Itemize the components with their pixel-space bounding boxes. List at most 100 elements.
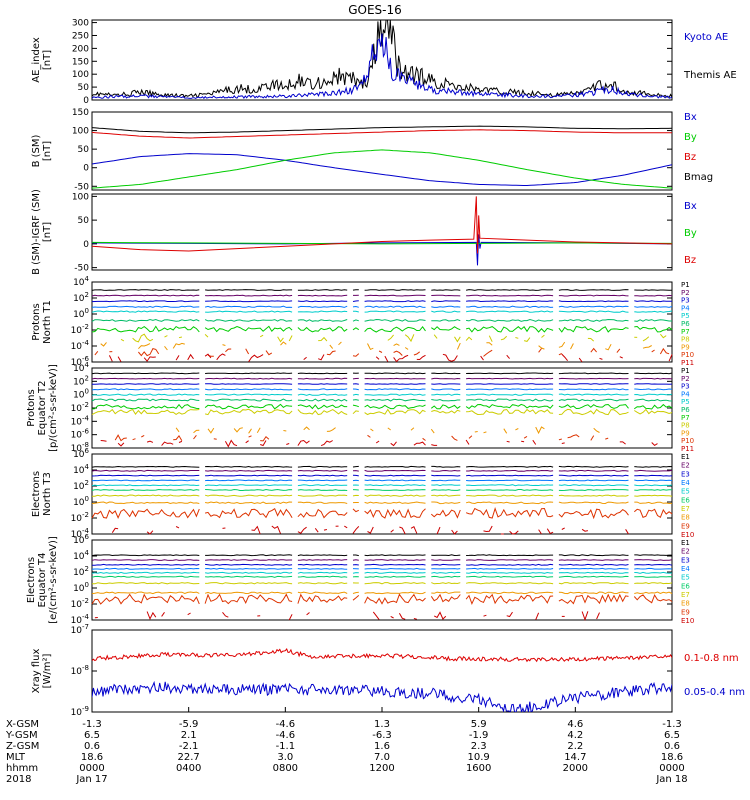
- channel-line: [616, 348, 621, 353]
- channel-line: [352, 327, 360, 331]
- channel-line: [633, 508, 673, 519]
- y-tick-label: 10-4: [71, 339, 90, 352]
- channel-line: [146, 440, 154, 443]
- channel-line: [143, 356, 156, 362]
- channel-line: [634, 377, 673, 380]
- panel-frame: [91, 193, 673, 271]
- channel-line: [326, 350, 336, 356]
- y-tick-label: 100: [72, 70, 89, 80]
- x-row-value: 2000: [563, 763, 588, 774]
- channel-line: [634, 310, 673, 313]
- y-axis-label: AE_index: [31, 37, 42, 83]
- x-row-label: Y-GSM: [5, 730, 38, 741]
- channel-line: [146, 611, 157, 621]
- x-row-value: Jan 17: [75, 774, 107, 785]
- legend-entry: By: [684, 132, 697, 143]
- legend-entry: P4: [681, 390, 690, 398]
- channel-line: [500, 335, 508, 341]
- channel-line: [393, 354, 409, 363]
- channel-line: [634, 388, 673, 391]
- channel-line: [91, 388, 200, 391]
- y-tick-label: 150: [72, 108, 89, 118]
- y-axis-label: [nT]: [42, 50, 53, 70]
- channel-line: [506, 354, 510, 359]
- channel-line: [297, 489, 348, 491]
- channel-line: [619, 356, 623, 359]
- channel-line: [634, 398, 673, 402]
- legend-entry: P3: [681, 383, 690, 391]
- channel-line: [91, 571, 200, 574]
- channel-line: [352, 474, 359, 477]
- channel-line: [108, 355, 113, 362]
- channel-line: [297, 300, 348, 303]
- channel-line: [590, 435, 595, 441]
- y-tick-label: -50: [74, 182, 89, 192]
- channel-line: [138, 343, 151, 350]
- legend-entry: P9: [681, 343, 690, 351]
- channel-line: [541, 334, 545, 338]
- channel-line: [466, 469, 554, 472]
- channel-line: [404, 347, 409, 350]
- channel-line: [329, 344, 334, 349]
- channel-line: [205, 294, 293, 297]
- channel-line: [91, 479, 200, 482]
- channel-line: [433, 611, 447, 620]
- y-axis-label: Protons: [26, 389, 37, 426]
- channel-line: [204, 388, 293, 391]
- channel-line: [297, 469, 348, 472]
- y-axis-label: [p/(cm²-s-sr-keV)]: [48, 364, 59, 452]
- channel-line: [466, 489, 554, 491]
- y-tick-label: 100: [72, 192, 89, 202]
- channel-line: [271, 525, 281, 534]
- y-tick-label: 100: [73, 388, 89, 401]
- channel-line: [222, 611, 229, 618]
- channel-line: [605, 343, 612, 351]
- x-row-value: Jan 18: [655, 774, 687, 785]
- channel-line: [204, 507, 293, 519]
- channel-line: [561, 527, 565, 530]
- channel-line: [364, 377, 426, 380]
- x-row-label: X-GSM: [6, 719, 39, 730]
- channel-line: [558, 398, 629, 402]
- y-axis-label: [nT]: [42, 141, 53, 161]
- channel-line: [297, 593, 348, 604]
- channel-line: [480, 355, 484, 361]
- channel-line: [546, 528, 554, 535]
- channel-line: [483, 525, 493, 533]
- channel-line: [436, 526, 441, 535]
- channel-line: [634, 325, 673, 333]
- channel-line: [465, 439, 470, 445]
- channel-line: [390, 529, 394, 533]
- y-tick-label: 150: [72, 57, 89, 67]
- legend-entry: E9: [681, 522, 690, 530]
- y-tick-label: 10-9: [71, 705, 89, 718]
- channel-line: [204, 325, 293, 333]
- channel-line: [178, 440, 183, 443]
- channel-line: [187, 353, 194, 361]
- channel-line: [91, 310, 200, 313]
- channel-line: [634, 408, 673, 415]
- channel-line: [633, 593, 673, 604]
- channel-line: [451, 435, 458, 441]
- x-row-value: -2.1: [179, 741, 199, 752]
- channel-line: [204, 593, 293, 605]
- legend-entry: P3: [681, 297, 690, 305]
- channel-line: [297, 404, 348, 410]
- channel-line: [364, 305, 426, 308]
- channel-line: [634, 319, 672, 322]
- channel-line: [384, 355, 389, 362]
- y-axis-label: Equator T4: [37, 553, 48, 608]
- channel-line: [581, 611, 589, 621]
- channel-line: [161, 612, 165, 617]
- channel-line: [364, 404, 426, 410]
- channel-line: [651, 349, 655, 353]
- y-tick-label: 102: [73, 374, 89, 387]
- channel-line: [205, 479, 293, 482]
- y-axis-label: Electrons: [31, 471, 42, 517]
- channel-line: [558, 575, 629, 578]
- channel-line: [561, 353, 568, 362]
- channel-line: [558, 508, 629, 520]
- channel-line: [303, 426, 310, 431]
- channel-line: [558, 372, 629, 375]
